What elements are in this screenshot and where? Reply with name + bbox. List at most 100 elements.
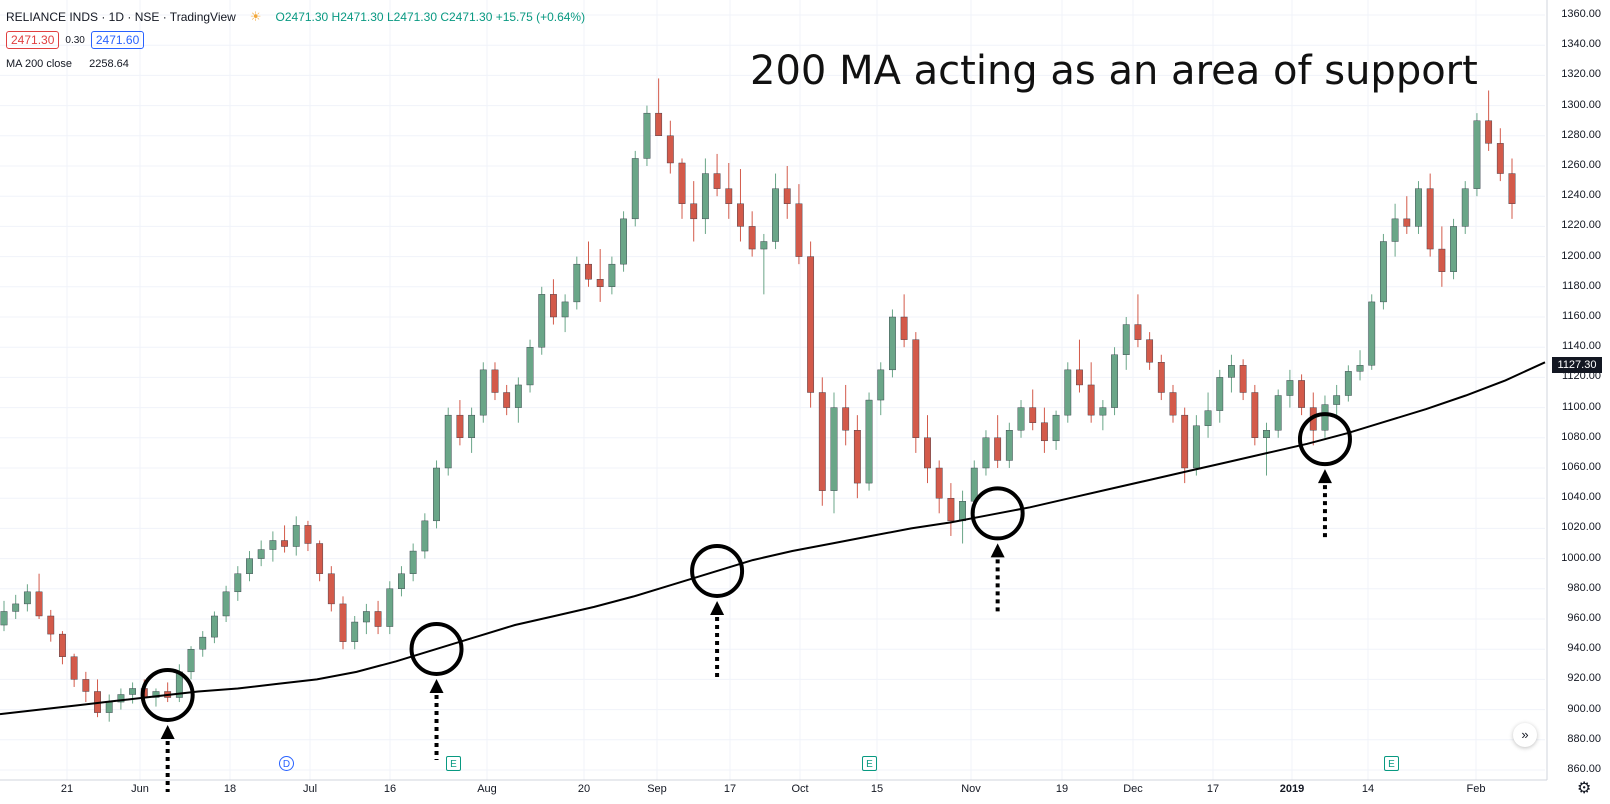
candle-body xyxy=(818,392,826,491)
candle-body xyxy=(1146,339,1154,363)
support-circle xyxy=(409,621,464,676)
candle xyxy=(1029,389,1037,431)
candle xyxy=(877,362,885,416)
candle xyxy=(152,688,160,707)
candle xyxy=(374,600,382,635)
support-circles xyxy=(140,412,1352,722)
y-tick-label: 940.00 xyxy=(1567,642,1601,655)
candle xyxy=(1368,294,1376,370)
candle-body xyxy=(514,384,522,408)
candle xyxy=(1379,233,1387,310)
candle-body xyxy=(35,591,43,617)
candle xyxy=(1087,362,1095,423)
y-tick-label: 1000.00 xyxy=(1561,551,1601,564)
candle xyxy=(982,430,990,476)
candle-body xyxy=(924,437,931,469)
candle xyxy=(1017,400,1025,438)
candle-body xyxy=(1017,407,1025,431)
x-tick-label: Sep xyxy=(647,783,667,795)
candle xyxy=(795,184,803,265)
arrow-head xyxy=(990,543,1005,558)
chart-annotation: 200 MA acting as an area of support xyxy=(750,48,1478,94)
candle-body xyxy=(479,369,487,416)
candle xyxy=(398,566,405,597)
candle xyxy=(0,600,8,632)
dividend-event-icon[interactable]: D xyxy=(279,756,294,771)
symbol-title[interactable]: RELIANCE INDS · 1D · NSE · TradingView xyxy=(6,10,236,24)
ma-value: 2258.64 xyxy=(89,58,129,70)
candle xyxy=(246,551,253,582)
candle xyxy=(503,384,511,416)
candle xyxy=(12,594,20,619)
candle-body xyxy=(795,203,803,257)
candle xyxy=(772,173,779,250)
candle xyxy=(713,153,721,197)
candle xyxy=(912,332,920,453)
candle-body xyxy=(643,112,651,159)
candle xyxy=(1485,90,1493,151)
bid-ask-row: 2471.30 0.30 2471.60 xyxy=(6,31,145,49)
candle-body xyxy=(842,407,850,431)
candle xyxy=(479,362,487,423)
candle xyxy=(1181,407,1189,484)
candle xyxy=(211,611,218,644)
candle xyxy=(491,362,499,401)
candle-body xyxy=(561,301,569,318)
x-tick-label: 17 xyxy=(723,783,737,795)
candle-body xyxy=(304,525,312,544)
candle-body xyxy=(725,188,733,204)
ask-price[interactable]: 2471.60 xyxy=(90,31,145,49)
candle-body xyxy=(701,173,709,220)
earnings-event-icon[interactable]: E xyxy=(446,756,461,771)
candle-body xyxy=(1122,324,1130,355)
x-tick-label: 18 xyxy=(223,783,237,795)
candle-body xyxy=(234,573,242,593)
candle xyxy=(164,682,172,703)
candle-body xyxy=(865,399,873,484)
earnings-event-icon[interactable]: E xyxy=(862,756,877,771)
candle xyxy=(1344,365,1352,402)
candle-body xyxy=(1239,365,1247,393)
ma-legend[interactable]: MA 200 close 2258.64 xyxy=(6,58,129,70)
candle-body xyxy=(1181,414,1189,469)
x-tick-label: 17 xyxy=(1206,783,1220,795)
support-circle xyxy=(690,543,745,598)
candle-body xyxy=(877,369,885,401)
candle xyxy=(456,400,464,446)
candle xyxy=(1204,392,1212,438)
candle-body xyxy=(1076,369,1083,386)
candle-body xyxy=(47,615,55,635)
bid-price[interactable]: 2471.30 xyxy=(6,31,60,49)
candle-body xyxy=(900,316,908,340)
candle xyxy=(678,158,686,219)
candle xyxy=(538,286,546,355)
candle xyxy=(1122,317,1130,370)
candle xyxy=(1134,294,1142,348)
candle xyxy=(1461,181,1469,234)
candle-body xyxy=(631,158,639,220)
candle xyxy=(561,294,569,333)
candle-body xyxy=(1204,410,1212,426)
earnings-event-icon[interactable]: E xyxy=(1384,756,1399,771)
candle-body xyxy=(12,603,20,612)
y-tick-label: 1060.00 xyxy=(1561,461,1601,473)
candle xyxy=(690,181,698,242)
candle-body xyxy=(23,591,31,605)
scroll-to-realtime-button[interactable]: » xyxy=(1513,723,1537,747)
candle xyxy=(947,483,955,536)
x-tick-label: Feb xyxy=(1466,783,1486,795)
candle-body xyxy=(982,437,990,469)
candle-body xyxy=(1029,407,1037,423)
candle xyxy=(1239,359,1247,401)
candle-body xyxy=(1052,414,1060,442)
candle-body xyxy=(374,611,382,627)
y-tick-label: 1020.00 xyxy=(1561,521,1601,534)
y-tick-label: 1120.00 xyxy=(1562,370,1601,383)
candle-body xyxy=(1064,369,1072,416)
candle xyxy=(1286,369,1294,408)
candle-body xyxy=(596,279,604,288)
gear-icon[interactable]: ⚙ xyxy=(1577,780,1592,797)
x-tick-label: Jul xyxy=(302,783,318,795)
candle xyxy=(1274,389,1282,438)
